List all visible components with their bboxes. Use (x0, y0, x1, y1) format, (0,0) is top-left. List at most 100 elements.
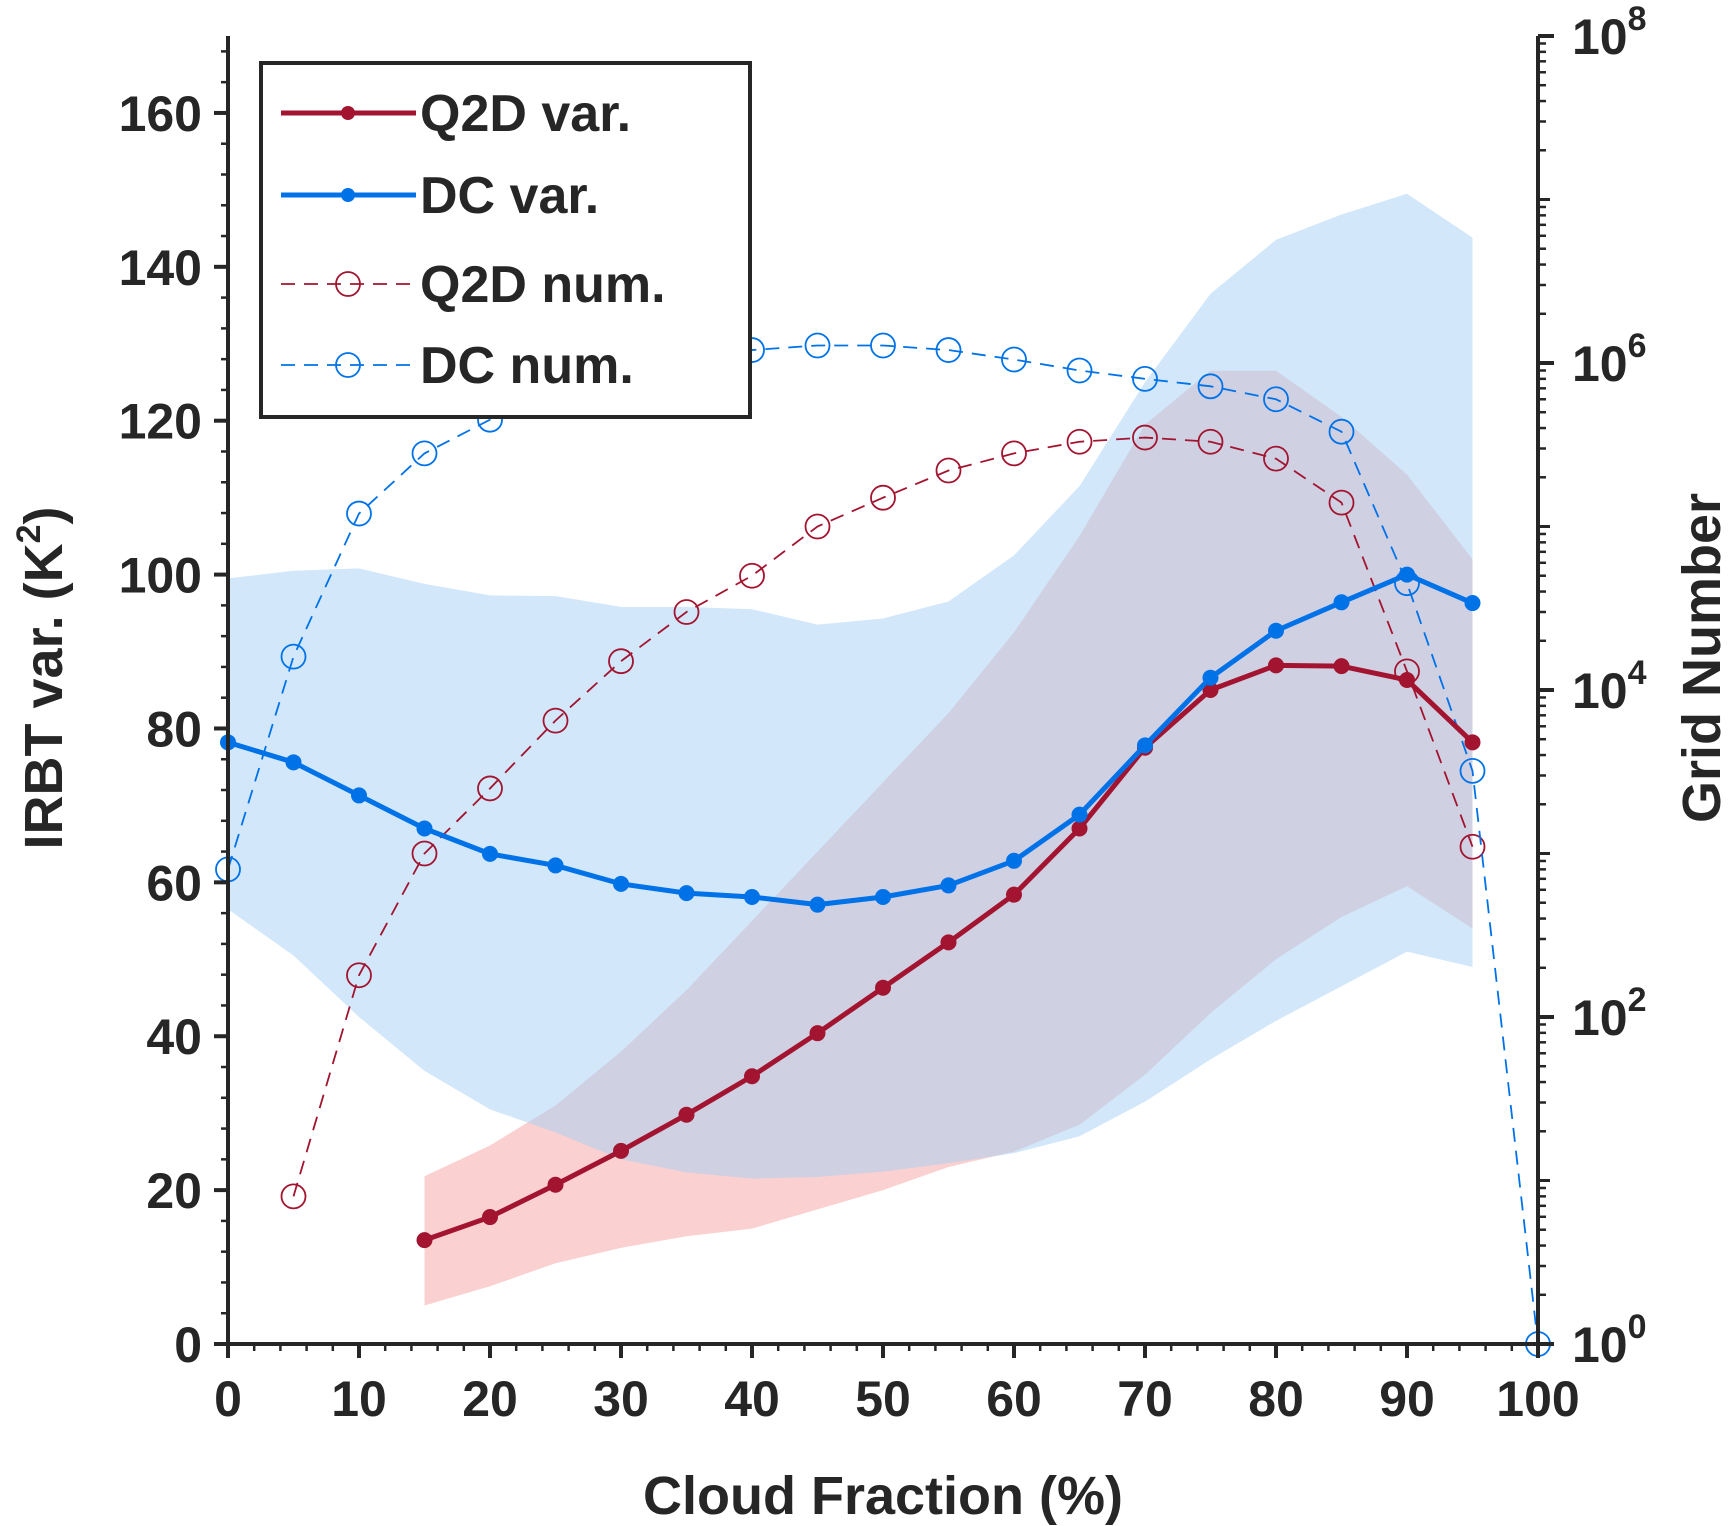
series-0-point (1202, 682, 1219, 698)
y-left-tick-label: 120 (119, 394, 202, 450)
legend-box (259, 61, 752, 419)
y-left-tick-label: 100 (119, 548, 202, 604)
x-tick-label: 10 (331, 1371, 387, 1427)
y-left-tick-label: 80 (146, 701, 202, 757)
y-axis-label-left-tail: ) (14, 507, 74, 525)
series-1-point (1464, 595, 1481, 612)
legend-item-dc-var: DC var. (281, 167, 599, 225)
svg-text:Q2D num.: Q2D num. (420, 256, 666, 314)
series-1-point (678, 885, 695, 902)
series-1-point (875, 888, 891, 905)
series-2-point (346, 962, 372, 989)
series-1-point (1006, 852, 1022, 869)
y-axis-label-left-sup: 2 (10, 524, 48, 543)
series-2-point (411, 840, 438, 867)
series-0-point (744, 1068, 760, 1085)
series-3-point (1263, 386, 1289, 413)
x-tick-label: 70 (1117, 1371, 1173, 1427)
series-1-point (1202, 669, 1219, 686)
x-tick-label: 60 (986, 1371, 1042, 1427)
series-0-point (1071, 820, 1088, 837)
series-3-point (1197, 373, 1224, 400)
series-0-point (1006, 886, 1022, 903)
x-tick-label: 100 (1496, 1371, 1579, 1427)
x-tick-label: 20 (462, 1371, 518, 1427)
y-left-tick-label: 0 (174, 1317, 202, 1373)
series-2-point (542, 707, 569, 734)
series-1-point (1137, 737, 1153, 754)
x-tick-label: 50 (855, 1371, 911, 1427)
y-right-tick-label: 104 (1572, 654, 1647, 719)
band-1 (228, 193, 1473, 1179)
series-1-point (285, 754, 302, 771)
series-1-line (227, 572, 1474, 908)
series-1-point (547, 857, 564, 874)
y-left-tick-label: 40 (146, 1009, 202, 1065)
x-axis-label: Cloud Fraction (%) (643, 1466, 1123, 1526)
series-2-point (935, 457, 962, 484)
series-2-point (608, 648, 634, 675)
series-2-point (1066, 428, 1093, 455)
series-3-point (804, 332, 831, 359)
series-1-point (613, 875, 629, 892)
series-3-point (280, 643, 307, 670)
series-2-point (280, 1183, 307, 1210)
series-2-point (1328, 489, 1355, 516)
series-2-point (739, 562, 765, 589)
series-0-point (416, 1232, 433, 1249)
series-2-point (477, 775, 503, 802)
series-2-point (673, 599, 700, 625)
tick-labels: 0 10 20 30 40 50 60 70 80 90 100 0 20 40 60 80 100 120 140… (119, 0, 1647, 1427)
series-3-point (411, 440, 438, 467)
series-2-point (870, 484, 896, 511)
x-tick-label: 30 (593, 1371, 649, 1427)
series-3-point (1066, 357, 1093, 384)
series-2 (280, 424, 1486, 1210)
series-0-point (1333, 658, 1350, 675)
series-1-point (1399, 566, 1415, 583)
series-1-point (416, 820, 433, 837)
series-0-point (1268, 657, 1284, 674)
series-3-line (227, 344, 1539, 1345)
y-left-tick-label: 140 (119, 240, 202, 296)
y-right-tick-label: 102 (1572, 981, 1647, 1046)
x-tick-label: 40 (724, 1371, 780, 1427)
series-0-point (613, 1142, 629, 1159)
legend-item-dc-num: DC num. (281, 337, 634, 395)
series-0-point (1399, 671, 1415, 688)
axes (214, 34, 1554, 1358)
series-0-point (1464, 734, 1481, 751)
series-1-point (1071, 806, 1088, 823)
series-lines (215, 332, 1551, 1357)
y-axis-label-right: Grid Number (1672, 493, 1732, 823)
series-1-point (1268, 622, 1284, 639)
series-3-point (346, 500, 372, 527)
series-1-point (482, 845, 498, 862)
series-1-point (1333, 594, 1350, 611)
y-axis-label-left: IRBT var. (K2) (10, 507, 74, 850)
legend-item-q2d-var: Q2D var. (281, 85, 631, 143)
series-0-point (482, 1209, 498, 1226)
series-0-point (678, 1106, 695, 1123)
confidence-bands (228, 193, 1473, 1306)
y-right-tick-label: 100 (1572, 1308, 1647, 1373)
series-2-point (1459, 833, 1486, 860)
series-0-point (809, 1025, 826, 1042)
legend: Q2D var. DC var. Q2D num. DC num. (259, 61, 752, 419)
series-3-point (1459, 758, 1486, 784)
y-left-tick-label: 20 (146, 1163, 202, 1219)
series-3-point (1328, 418, 1355, 445)
series-2-point (804, 513, 831, 540)
legend-item-q2d-num: Q2D num. (281, 256, 666, 314)
x-tick-label: 0 (214, 1371, 242, 1427)
series-1-point (940, 877, 957, 894)
y-right-tick-label: 106 (1572, 327, 1647, 392)
series-2-point (1197, 428, 1224, 455)
series-0-point (875, 979, 891, 996)
series-3-point (1132, 365, 1158, 392)
series-1 (220, 566, 1481, 913)
series-2-point (1263, 445, 1289, 472)
series-0 (416, 657, 1481, 1249)
series-1-point (744, 888, 760, 905)
